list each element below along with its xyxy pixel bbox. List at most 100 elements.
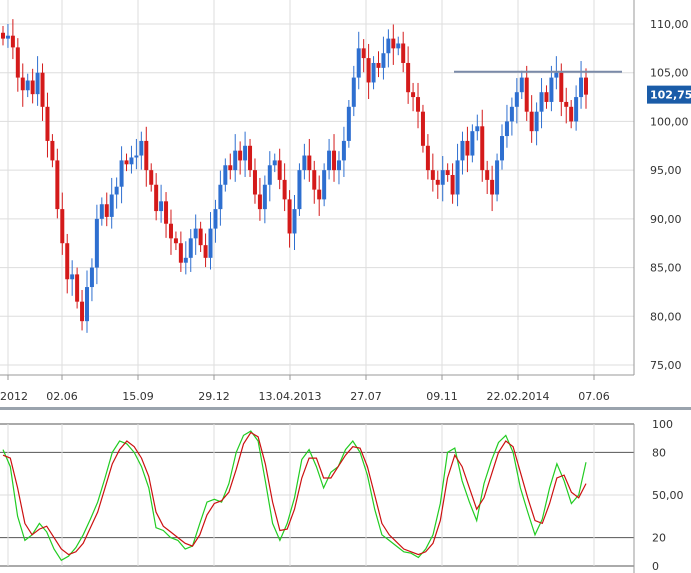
candle-body <box>124 160 129 165</box>
candle-body <box>139 140 144 156</box>
candle-body <box>584 77 588 95</box>
candle-body <box>134 155 139 158</box>
candle-body <box>45 106 50 141</box>
candle-body <box>40 72 45 107</box>
candle-body <box>5 35 10 39</box>
candle-body <box>480 126 485 171</box>
candle-body <box>411 92 416 98</box>
candle-body <box>223 165 228 185</box>
candle-body <box>366 58 371 83</box>
candle-body <box>10 35 15 48</box>
candle-body <box>470 131 475 156</box>
oscillator-grid <box>0 423 634 567</box>
candle-body <box>351 77 356 107</box>
price-x-tick-label: 02.06 <box>46 390 78 403</box>
candle-body <box>336 160 341 171</box>
candle-body <box>302 155 307 171</box>
candle-body <box>282 179 287 200</box>
candle-body <box>25 80 30 91</box>
candle-body <box>154 184 159 212</box>
candle-body <box>371 62 376 83</box>
candle-body <box>228 165 233 171</box>
candle-body <box>509 106 514 122</box>
candle-body <box>277 160 282 180</box>
candle-body <box>519 77 524 93</box>
price-x-tick-label: 13.04.2013 <box>259 390 322 403</box>
candle-body <box>569 106 574 122</box>
candle-body <box>420 111 425 146</box>
oscillator-lines <box>2 430 587 562</box>
candle-body <box>425 145 430 171</box>
candle-body <box>262 184 267 210</box>
candle-body <box>149 170 154 185</box>
candle-body <box>332 150 337 171</box>
candle-body <box>549 77 554 102</box>
candle-body <box>75 274 80 302</box>
candle-body <box>465 140 470 156</box>
price-candles <box>1 19 588 333</box>
price-y-tick-label: 100,00 <box>650 115 689 128</box>
candle-body <box>213 209 218 229</box>
candle-body <box>94 218 99 268</box>
candle-body <box>164 201 169 224</box>
candle-body <box>20 77 25 91</box>
candle-body <box>89 267 94 288</box>
last-price-marker: 102,75 <box>647 85 691 104</box>
candle-body <box>70 274 75 280</box>
oscillator-y-tick-label: 100 <box>652 418 673 431</box>
oscillator-series-line <box>2 431 587 556</box>
price-y-axis: 110,00 105,00 100,00 95,00 90,00 85,00 80,00 75… <box>0 0 689 376</box>
price-x-tick-label: 22.02.2014 <box>487 390 550 403</box>
candle-body <box>327 150 332 171</box>
candle-body <box>1 32 5 39</box>
candle-body <box>114 186 119 195</box>
candle-body <box>203 245 208 258</box>
candle-body <box>272 160 277 166</box>
candle-body <box>65 243 70 280</box>
oscillator-series-line <box>2 430 587 562</box>
price-y-tick-label: 105,00 <box>650 67 689 80</box>
price-x-tick-label: 07.06 <box>578 390 610 403</box>
candle-body <box>218 184 223 210</box>
candle-body <box>559 72 564 102</box>
panel-divider <box>0 407 691 410</box>
candle-body <box>356 48 361 78</box>
candle-body <box>361 48 366 59</box>
candle-body <box>554 72 559 78</box>
price-x-tick-label: 09.11 <box>426 390 458 403</box>
candle-body <box>287 199 292 234</box>
candle-body <box>109 194 114 217</box>
candle-body <box>574 97 579 122</box>
candle-body <box>267 165 272 185</box>
candle-body <box>252 170 257 195</box>
candle-body <box>129 157 134 165</box>
candle-body <box>60 209 65 244</box>
candle-body <box>99 204 104 219</box>
candle-body <box>450 175 455 195</box>
candle-body <box>322 170 327 200</box>
price-y-tick-label: 90,00 <box>650 213 682 226</box>
candle-body <box>440 170 445 185</box>
candle-body <box>406 62 411 93</box>
candle-body <box>529 111 534 132</box>
candle-body <box>292 209 297 234</box>
candle-body <box>500 136 505 161</box>
last-price-box <box>647 85 691 104</box>
price-y-tick-label: 110,00 <box>650 18 689 31</box>
price-x-tick-label: 29.12 <box>198 390 230 403</box>
candle-body <box>30 80 35 95</box>
candle-body <box>198 228 203 246</box>
candle-body <box>435 179 440 185</box>
price-x-tick-label: 15.09 <box>122 390 154 403</box>
candle-body <box>159 201 164 212</box>
candle-body <box>514 92 519 107</box>
candle-body <box>396 43 401 49</box>
price-y-tick-label: 85,00 <box>650 262 682 275</box>
candle-body <box>257 194 262 210</box>
price-y-tick-label: 80,00 <box>650 310 682 323</box>
candle-body <box>376 62 381 68</box>
candle-body <box>183 257 188 263</box>
oscillator-y-axis: 100 80 50,00 20 0 <box>633 418 684 573</box>
candle-body <box>430 170 435 180</box>
